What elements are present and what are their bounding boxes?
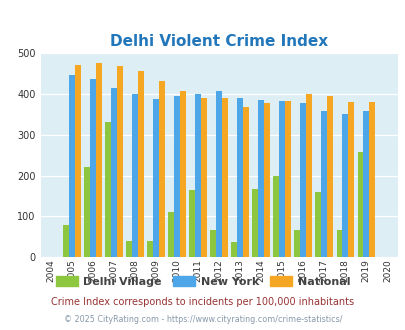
Bar	[174, 96, 180, 257]
Bar	[300, 103, 305, 257]
Legend: Delhi Village, New York, National: Delhi Village, New York, National	[51, 271, 354, 291]
Bar	[63, 225, 69, 257]
Bar	[347, 102, 353, 257]
Bar	[105, 122, 111, 257]
Bar	[90, 80, 96, 257]
Bar	[153, 99, 159, 257]
Bar	[69, 75, 75, 257]
Bar	[159, 81, 164, 257]
Bar	[117, 66, 123, 257]
Bar	[200, 98, 207, 257]
Bar	[210, 230, 216, 257]
Bar	[294, 230, 300, 257]
Bar	[252, 189, 258, 257]
Bar	[279, 102, 285, 257]
Bar	[243, 107, 249, 257]
Bar	[126, 241, 132, 257]
Bar	[189, 190, 195, 257]
Bar	[138, 71, 144, 257]
Bar	[216, 91, 222, 257]
Bar	[75, 65, 81, 257]
Bar	[336, 230, 341, 257]
Bar	[285, 101, 290, 257]
Bar	[180, 91, 185, 257]
Bar	[96, 63, 102, 257]
Bar	[237, 98, 243, 257]
Text: © 2025 CityRating.com - https://www.cityrating.com/crime-statistics/: © 2025 CityRating.com - https://www.city…	[64, 315, 341, 324]
Text: Crime Index corresponds to incidents per 100,000 inhabitants: Crime Index corresponds to incidents per…	[51, 297, 354, 307]
Bar	[132, 94, 138, 257]
Bar	[168, 213, 174, 257]
Bar	[326, 96, 333, 257]
Bar	[231, 242, 237, 257]
Bar	[369, 102, 374, 257]
Bar	[305, 94, 311, 257]
Bar	[357, 152, 362, 257]
Bar	[315, 192, 321, 257]
Bar	[341, 114, 347, 257]
Title: Delhi Violent Crime Index: Delhi Violent Crime Index	[110, 34, 328, 49]
Bar	[84, 167, 90, 257]
Bar	[195, 94, 200, 257]
Bar	[321, 111, 326, 257]
Bar	[264, 103, 269, 257]
Bar	[258, 100, 264, 257]
Bar	[147, 241, 153, 257]
Bar	[222, 98, 228, 257]
Bar	[111, 87, 117, 257]
Bar	[273, 176, 279, 257]
Bar	[362, 111, 369, 257]
